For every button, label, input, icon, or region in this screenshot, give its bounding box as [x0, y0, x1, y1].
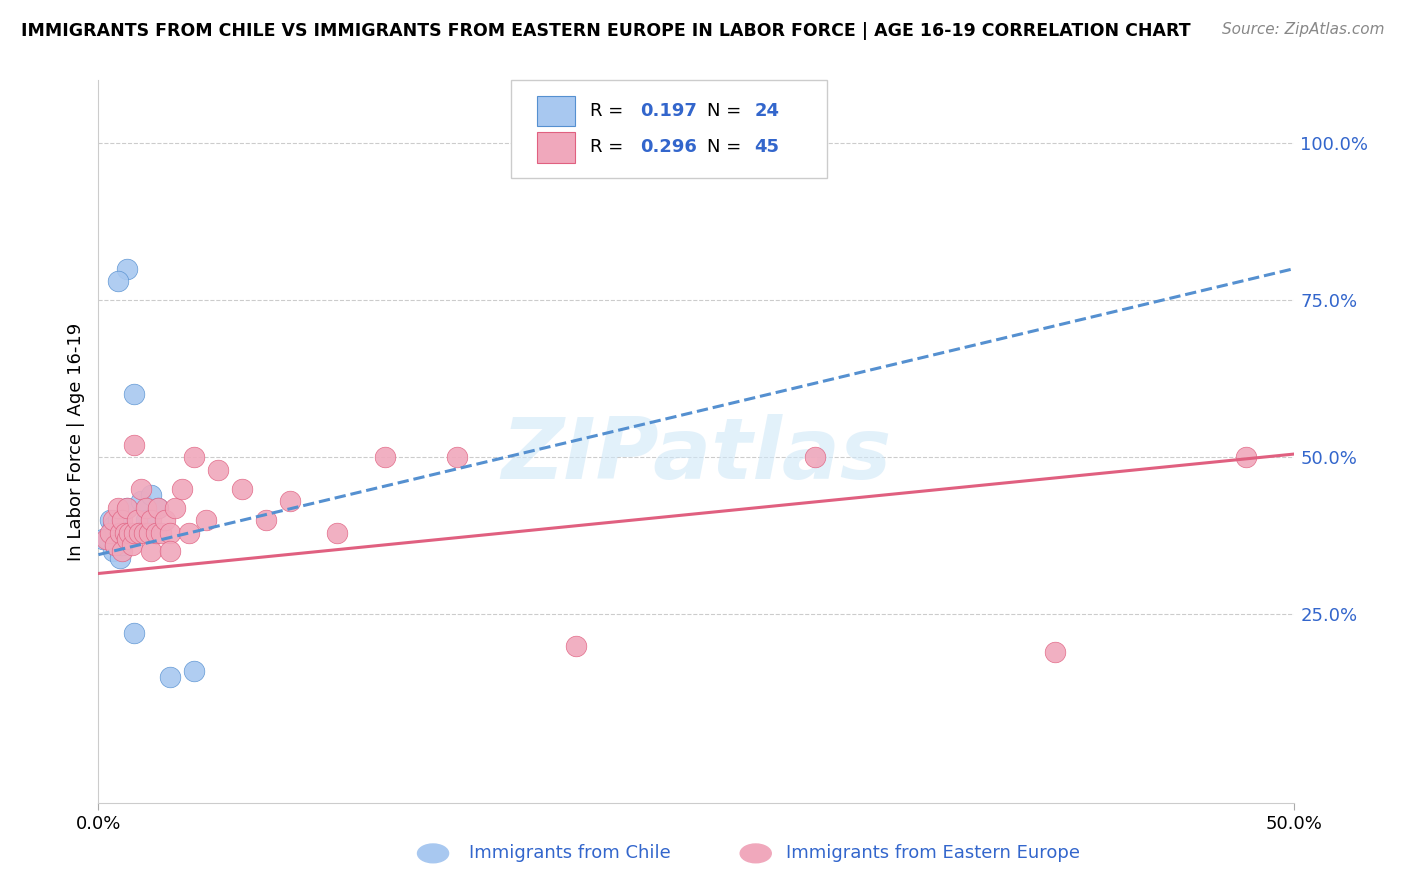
- Point: [804, 450, 827, 465]
- Point: [115, 532, 138, 546]
- Point: [159, 544, 181, 558]
- Text: Immigrants from Eastern Europe: Immigrants from Eastern Europe: [786, 845, 1080, 863]
- Point: [446, 450, 468, 465]
- Text: 45: 45: [755, 138, 779, 156]
- Point: [155, 513, 177, 527]
- Point: [183, 664, 205, 678]
- Point: [254, 513, 277, 527]
- Point: [195, 513, 218, 527]
- Point: [118, 525, 141, 540]
- Text: R =: R =: [589, 138, 628, 156]
- Circle shape: [740, 844, 772, 863]
- Point: [159, 525, 181, 540]
- Point: [114, 525, 136, 540]
- Point: [115, 261, 138, 276]
- Point: [115, 500, 138, 515]
- Point: [139, 488, 162, 502]
- Point: [179, 525, 201, 540]
- Point: [108, 550, 131, 565]
- Point: [111, 525, 134, 540]
- Point: [98, 513, 122, 527]
- Circle shape: [418, 844, 449, 863]
- Point: [145, 525, 167, 540]
- Point: [1234, 450, 1257, 465]
- Point: [115, 500, 138, 515]
- Text: 0.296: 0.296: [640, 138, 697, 156]
- Point: [132, 525, 155, 540]
- Point: [124, 438, 146, 452]
- Point: [104, 538, 127, 552]
- Point: [111, 538, 134, 552]
- Point: [172, 482, 194, 496]
- Point: [565, 639, 588, 653]
- Point: [278, 494, 301, 508]
- Point: [107, 525, 129, 540]
- Point: [101, 513, 124, 527]
- Y-axis label: In Labor Force | Age 16-19: In Labor Force | Age 16-19: [66, 322, 84, 561]
- FancyBboxPatch shape: [537, 95, 575, 126]
- Text: R =: R =: [589, 102, 628, 120]
- Point: [207, 463, 229, 477]
- Point: [159, 670, 181, 684]
- Point: [124, 626, 146, 640]
- Point: [124, 387, 146, 401]
- Point: [107, 274, 129, 288]
- Point: [131, 494, 153, 508]
- Text: Source: ZipAtlas.com: Source: ZipAtlas.com: [1222, 22, 1385, 37]
- Point: [111, 513, 134, 527]
- Point: [104, 525, 127, 540]
- Text: IMMIGRANTS FROM CHILE VS IMMIGRANTS FROM EASTERN EUROPE IN LABOR FORCE | AGE 16-: IMMIGRANTS FROM CHILE VS IMMIGRANTS FROM…: [21, 22, 1191, 40]
- Point: [135, 513, 157, 527]
- Point: [101, 544, 124, 558]
- Point: [326, 525, 349, 540]
- Point: [121, 538, 143, 552]
- Point: [1043, 645, 1066, 659]
- Point: [183, 450, 205, 465]
- Point: [128, 525, 150, 540]
- Point: [94, 532, 117, 546]
- Text: ZIPatlas: ZIPatlas: [501, 415, 891, 498]
- Point: [118, 525, 141, 540]
- Point: [163, 500, 186, 515]
- Point: [148, 500, 170, 515]
- Point: [111, 544, 134, 558]
- Point: [135, 500, 157, 515]
- Point: [139, 513, 162, 527]
- Text: Immigrants from Chile: Immigrants from Chile: [470, 845, 671, 863]
- Point: [98, 525, 122, 540]
- Text: N =: N =: [707, 138, 747, 156]
- Point: [231, 482, 253, 496]
- Point: [97, 532, 120, 546]
- Point: [148, 500, 170, 515]
- Point: [131, 482, 153, 496]
- Text: N =: N =: [707, 102, 747, 120]
- FancyBboxPatch shape: [537, 132, 575, 162]
- Point: [104, 538, 127, 552]
- Point: [149, 525, 172, 540]
- Point: [139, 544, 162, 558]
- Point: [108, 525, 131, 540]
- Point: [91, 532, 114, 546]
- Point: [107, 500, 129, 515]
- Point: [107, 513, 129, 527]
- Point: [101, 519, 124, 533]
- Text: 0.197: 0.197: [640, 102, 697, 120]
- FancyBboxPatch shape: [510, 80, 827, 178]
- Point: [124, 525, 146, 540]
- Point: [374, 450, 396, 465]
- Text: 24: 24: [755, 102, 779, 120]
- Point: [125, 513, 148, 527]
- Point: [138, 525, 160, 540]
